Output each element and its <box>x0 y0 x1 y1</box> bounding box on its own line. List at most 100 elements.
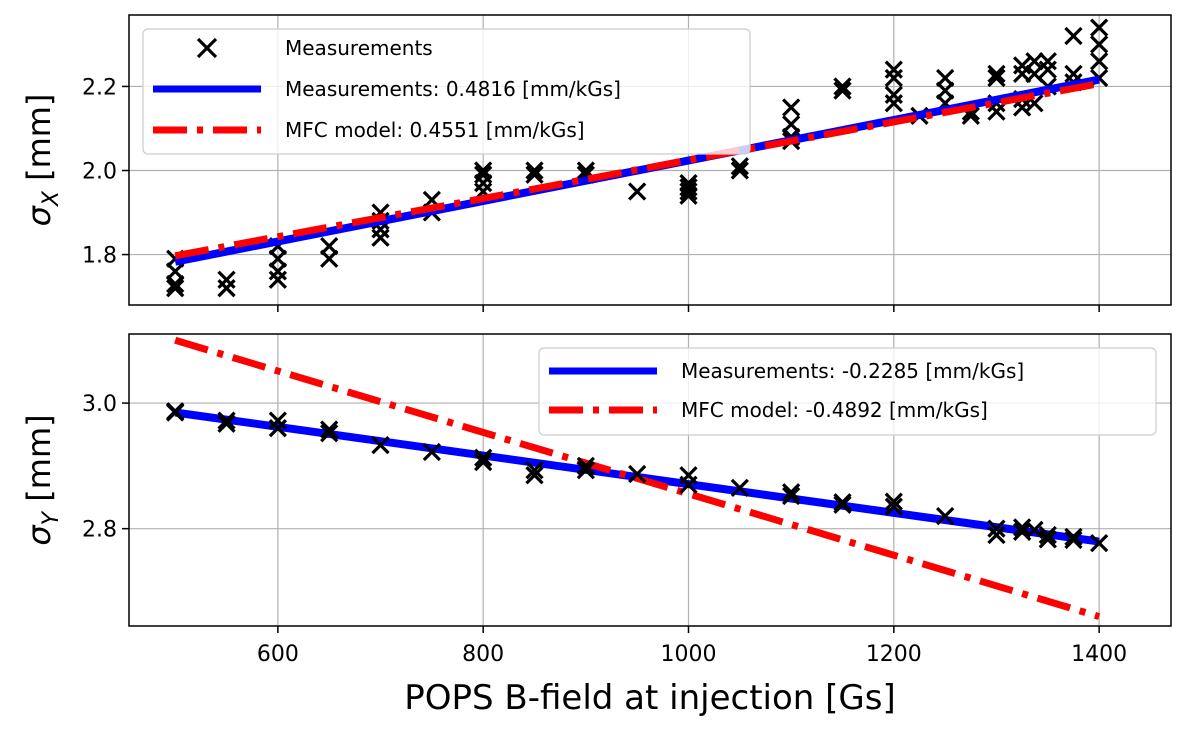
marker-stroke <box>268 270 287 289</box>
y-tick-label: 2.2 <box>82 75 117 100</box>
y-tick-label: 1.8 <box>82 244 117 269</box>
marker-stroke <box>833 77 852 96</box>
marker-stroke <box>833 493 852 512</box>
x-axis-title: POPS B-field at injection [Gs] <box>404 678 895 718</box>
data-point <box>833 81 852 100</box>
data-point <box>936 506 955 526</box>
axes-frame <box>128 14 1172 306</box>
plot-area <box>166 18 1109 298</box>
y-tick-label: 2.0 <box>82 160 117 185</box>
data-point <box>268 411 287 430</box>
data-point <box>217 270 236 289</box>
marker-stroke <box>217 279 236 298</box>
data-point <box>884 68 903 88</box>
marker-stroke <box>884 68 903 88</box>
y-axis-unit: [mm] <box>20 414 58 511</box>
marker-stroke <box>320 249 339 268</box>
legend: Measurements: -0.2285 [mm/kGs] MFC model:… <box>538 347 1157 436</box>
y-axis-label: σX [mm] <box>20 94 64 227</box>
y-axis-unit: [mm] <box>20 94 58 191</box>
legend-box <box>538 347 1157 436</box>
x-tick-label: 1200 <box>866 642 922 667</box>
y-axis-subscript: X <box>39 190 64 207</box>
marker-stroke <box>576 461 595 480</box>
data-point <box>320 424 339 443</box>
marker-stroke <box>576 161 595 180</box>
marker-stroke <box>1090 35 1109 54</box>
data-point <box>422 442 441 462</box>
marker-stroke <box>525 165 544 184</box>
marker-stroke <box>884 497 903 516</box>
marker-stroke <box>833 495 852 514</box>
data-point <box>987 519 1006 538</box>
marker-stroke <box>1064 530 1083 550</box>
marker-stroke <box>1064 26 1083 46</box>
fit-line-mfc-model <box>174 336 1101 620</box>
marker-stroke <box>1090 533 1109 553</box>
data-point <box>1064 527 1083 546</box>
data-point <box>730 478 749 497</box>
x-axis-label: POPS B-field at injection [Gs] <box>404 678 895 718</box>
data-point <box>1038 530 1057 549</box>
marker-stroke <box>474 448 493 467</box>
bottom-subplot: 600 800 1000 1200 1400 2.8 3.0 σY [mm] Measureme… <box>20 333 1172 667</box>
legend-label: Measurements <box>285 36 433 60</box>
marker-stroke <box>782 486 801 506</box>
axes-frame <box>128 333 1172 627</box>
data-point <box>782 486 801 506</box>
data-point <box>320 249 339 268</box>
data-point <box>166 279 185 298</box>
data-point <box>884 492 903 511</box>
data-point <box>987 525 1006 545</box>
data-point <box>1064 26 1083 46</box>
data-point <box>217 411 236 430</box>
data-point <box>1090 52 1109 71</box>
marker-stroke <box>679 475 698 494</box>
top-subplot: 1.8 2.0 2.2 σX [mm] MeasurementsMeasurements… <box>20 14 1172 312</box>
data-point <box>628 182 647 201</box>
marker-stroke <box>961 106 980 126</box>
data-point <box>166 403 185 422</box>
marker-stroke <box>987 525 1006 545</box>
marker-stroke <box>474 452 493 472</box>
data-point <box>166 274 185 294</box>
marker-stroke <box>320 420 339 439</box>
data-point <box>679 475 698 494</box>
marker-stroke <box>987 68 1006 88</box>
x-tick-label: 600 <box>257 642 299 667</box>
marker-stroke <box>1038 525 1057 545</box>
data-point <box>782 98 801 117</box>
marker-stroke <box>679 182 698 201</box>
marker-stroke <box>1038 60 1057 79</box>
marker-stroke <box>884 94 903 113</box>
data-point <box>884 94 903 113</box>
legend-marker <box>196 37 218 59</box>
data-point <box>474 452 493 472</box>
data-point <box>679 182 698 201</box>
marker-stroke <box>628 464 647 484</box>
data-point <box>1038 60 1057 79</box>
marker-stroke <box>525 461 544 480</box>
marker-stroke <box>679 186 698 205</box>
marker-stroke <box>1090 52 1109 71</box>
marker-stroke <box>217 411 236 430</box>
marker-stroke <box>576 456 595 476</box>
data-point <box>1064 530 1083 550</box>
marker-stroke <box>987 64 1006 83</box>
marker-stroke <box>525 161 544 180</box>
marker-stroke <box>371 436 390 455</box>
marker-stroke <box>196 37 218 59</box>
marker-stroke <box>166 403 185 422</box>
data-point <box>474 448 493 467</box>
marker-stroke <box>166 274 185 294</box>
data-point <box>628 464 647 484</box>
data-point <box>1038 525 1057 545</box>
marker-stroke <box>782 483 801 502</box>
data-point <box>884 497 903 516</box>
marker-stroke <box>1013 98 1032 117</box>
data-point <box>833 77 852 96</box>
marker-stroke <box>166 279 185 298</box>
y-axis-subscript: Y <box>39 510 64 525</box>
legend: Measurements Measurements: 0.4816 [mm/kGs… <box>142 28 751 155</box>
legend-label: MFC model: 0.4551 [mm/kGs] <box>285 118 585 142</box>
